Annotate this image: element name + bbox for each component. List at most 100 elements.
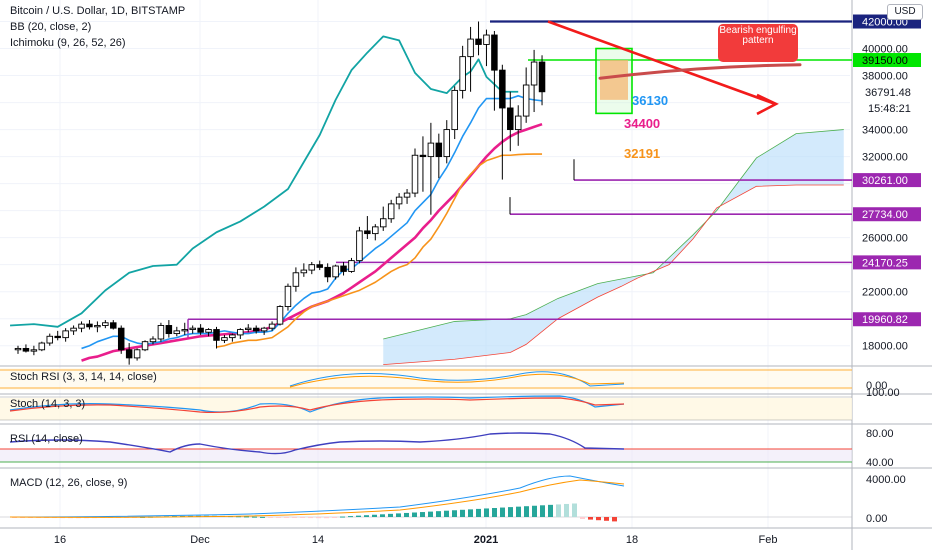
- candle-body: [78, 323, 85, 329]
- candle: [173, 326, 181, 337]
- senkou-b-line: [383, 184, 844, 366]
- candle: [245, 324, 252, 333]
- chart-title: Bitcoin / U.S. Dollar, 1D, BITSTAMP: [10, 5, 186, 17]
- x-tick-label: 2021: [474, 534, 498, 546]
- y-tick-label: 38000.00: [862, 71, 908, 83]
- currency-button[interactable]: USD: [887, 4, 923, 20]
- candle-body: [395, 196, 403, 205]
- pane-label-stoch[interactable]: Stoch (14, 3, 3): [10, 398, 86, 410]
- last-price-label: 36791.48: [865, 87, 911, 99]
- macd-bar: [340, 516, 345, 518]
- candle: [54, 330, 61, 341]
- macd-bar: [604, 517, 609, 521]
- candle-body: [284, 285, 292, 308]
- price-axis[interactable]: 42000.0040000.0039150.0038000.0036791.48…: [853, 14, 921, 525]
- level-tag-label: 27734.00: [862, 209, 908, 221]
- candle-body: [364, 230, 371, 235]
- candle-body: [181, 329, 188, 332]
- candle: [387, 199, 395, 223]
- candle-body: [411, 154, 419, 194]
- level-tag-bg: [853, 312, 921, 327]
- candle: [141, 340, 149, 352]
- candle-body: [276, 306, 284, 325]
- candle: [22, 344, 30, 353]
- candles: [14, 21, 546, 365]
- macd-signal: [9, 479, 625, 518]
- candle-body: [86, 323, 93, 328]
- macd-bar: [268, 517, 273, 518]
- macd-bar: [436, 511, 441, 517]
- trend-line: [547, 20, 776, 106]
- macd-bar: [444, 510, 449, 517]
- sub-axis-label: 0.00: [866, 513, 887, 525]
- y-tick-label: 32000.00: [862, 152, 908, 164]
- candle-body: [157, 325, 165, 340]
- macd-bar: [468, 509, 473, 517]
- rsi-band: [0, 449, 852, 462]
- pane-label-stoch-rsi[interactable]: Stoch RSI (3, 3, 14, 14, close): [10, 371, 157, 383]
- candle: [86, 320, 93, 330]
- stoch-rsi-d: [289, 373, 625, 388]
- candle: [189, 325, 196, 334]
- annotation-note: Bearish engulfing pattern: [718, 24, 798, 62]
- inline-label-bb-basis: 34400: [624, 116, 660, 131]
- macd-bar: [308, 517, 313, 519]
- candle-body: [22, 347, 30, 352]
- candle-body: [514, 115, 522, 131]
- bearish-curve: [598, 63, 802, 80]
- ichimoku-cloud: [383, 129, 844, 366]
- candle-body: [221, 337, 228, 341]
- y-tick-label: 34000.00: [862, 125, 908, 137]
- candle: [379, 206, 387, 231]
- legend-ichimoku[interactable]: Ichimoku (9, 26, 52, 26): [10, 37, 126, 49]
- candle-body: [522, 84, 530, 117]
- candle-body: [316, 264, 323, 268]
- pane-label-rsi[interactable]: RSI (14, close): [10, 433, 83, 445]
- macd-bar: [508, 507, 513, 517]
- y-tick-label: 26000.00: [862, 233, 908, 245]
- candle: [110, 320, 117, 330]
- level-tag-bg: [853, 207, 921, 222]
- candle: [70, 325, 77, 335]
- candle-body: [30, 349, 38, 352]
- sub-axis-label: 40.00: [866, 457, 894, 469]
- time-axis[interactable]: 16 Dec 14 2021 18 Feb: [54, 534, 778, 546]
- macd-bar: [388, 513, 393, 517]
- macd-bar: [452, 510, 457, 517]
- macd-line: [9, 475, 625, 518]
- macd-bar: [532, 505, 537, 517]
- y-tick-label: 22000.00: [862, 287, 908, 299]
- macd-bar: [500, 507, 505, 517]
- candle: [213, 326, 220, 349]
- candle-body: [530, 61, 538, 86]
- candle: [443, 120, 451, 164]
- x-tick-label: Feb: [759, 534, 778, 546]
- candle-body: [507, 107, 514, 131]
- level-tag-bg: [853, 173, 921, 188]
- level-tag-label: 24170.25: [862, 257, 908, 269]
- macd-bar: [484, 508, 489, 517]
- candle-body: [94, 325, 101, 328]
- pane-label-macd[interactable]: MACD (12, 26, close, 9): [10, 477, 128, 489]
- legend-bb[interactable]: BB (20, close, 2): [10, 21, 92, 33]
- candle: [483, 29, 490, 67]
- candle: [221, 334, 228, 344]
- candle: [276, 305, 284, 326]
- candle-body: [38, 342, 46, 351]
- candle: [467, 26, 474, 92]
- sub-axis-label: 0.00: [866, 380, 887, 392]
- candle-body: [475, 38, 482, 45]
- candle-body: [372, 226, 379, 235]
- candle: [125, 343, 133, 365]
- sub-axis-label: 4000.00: [866, 474, 906, 486]
- candle-body: [427, 142, 435, 158]
- candle-body: [499, 69, 506, 109]
- sub-axis-label: 100.00: [866, 387, 900, 399]
- macd-bar: [292, 517, 297, 518]
- candle: [252, 325, 260, 334]
- macd-bar: [580, 517, 585, 519]
- candle-body: [467, 38, 474, 58]
- candle-body: [260, 327, 268, 332]
- candle-body: [348, 260, 355, 272]
- candle: [260, 326, 268, 335]
